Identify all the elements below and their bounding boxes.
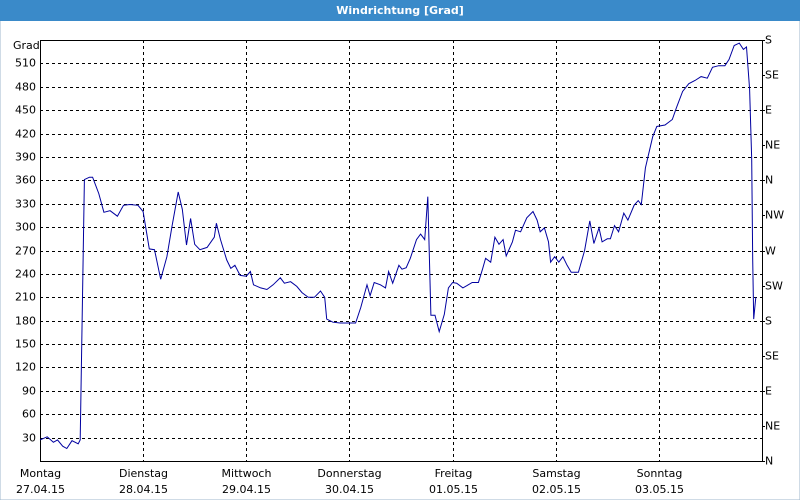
y-tick-label: 390	[15, 151, 36, 164]
x-tick-label: Samstag	[532, 467, 580, 480]
x-tick-date: 03.05.15	[635, 483, 684, 496]
y-tick-label: 480	[15, 81, 36, 94]
data-line	[39, 42, 757, 450]
x-tick-label: Freitag	[435, 467, 473, 480]
y-tick-label: 90	[22, 385, 36, 398]
y-axis-label: Grad	[13, 39, 40, 52]
x-tick-label: Mittwoch	[222, 467, 272, 480]
y-tick-label: 420	[15, 128, 36, 141]
x-tick-label: Montag	[20, 467, 61, 480]
y2-tick-label: NW	[765, 209, 784, 222]
x-tick-label: Sonntag	[637, 467, 683, 480]
y-tick-label: 510	[15, 57, 36, 70]
x-tick-label: Dienstag	[119, 467, 168, 480]
x-tick-date: 01.05.15	[429, 483, 478, 496]
x-tick-date: 02.05.15	[532, 483, 581, 496]
y2-tick-label: S	[765, 34, 772, 47]
y-tick-label: 210	[15, 291, 36, 304]
y2-tick-label: W	[765, 245, 776, 258]
y-tick-label: 300	[15, 221, 36, 234]
y2-tick-label: SE	[765, 350, 779, 363]
y-tick-label: 360	[15, 174, 36, 187]
y-tick-label: 270	[15, 245, 36, 258]
y-tick-label: 150	[15, 338, 36, 351]
y2-tick-label: E	[765, 385, 772, 398]
y2-tick-label: N	[765, 174, 773, 187]
y2-tick-label: SW	[765, 280, 783, 293]
x-tick-date: 29.04.15	[222, 483, 271, 496]
y2-tick-label: E	[765, 104, 772, 117]
y-tick-label: 240	[15, 268, 36, 281]
y-tick-label: 450	[15, 104, 36, 117]
plot-border	[40, 40, 763, 462]
y2-tick-label: NE	[765, 420, 780, 433]
y2-tick-label: SE	[765, 69, 779, 82]
chart-title: Windrichtung [Grad]	[336, 4, 464, 17]
y-tick-label: 30	[22, 432, 36, 445]
x-tick-date: 30.04.15	[325, 483, 374, 496]
x-tick-label: Donnerstag	[317, 467, 381, 480]
y-tick-label: 180	[15, 315, 36, 328]
y2-tick-label: N	[765, 455, 773, 468]
y-tick-label: 120	[15, 361, 36, 374]
title-bar	[0, 0, 800, 21]
y2-tick-label: NE	[765, 139, 780, 152]
y2-tick-label: S	[765, 315, 772, 328]
y-tick-label: 60	[22, 408, 36, 421]
x-tick-date: 28.04.15	[119, 483, 168, 496]
x-tick-date: 27.04.15	[16, 483, 65, 496]
y-tick-label: 330	[15, 198, 36, 211]
